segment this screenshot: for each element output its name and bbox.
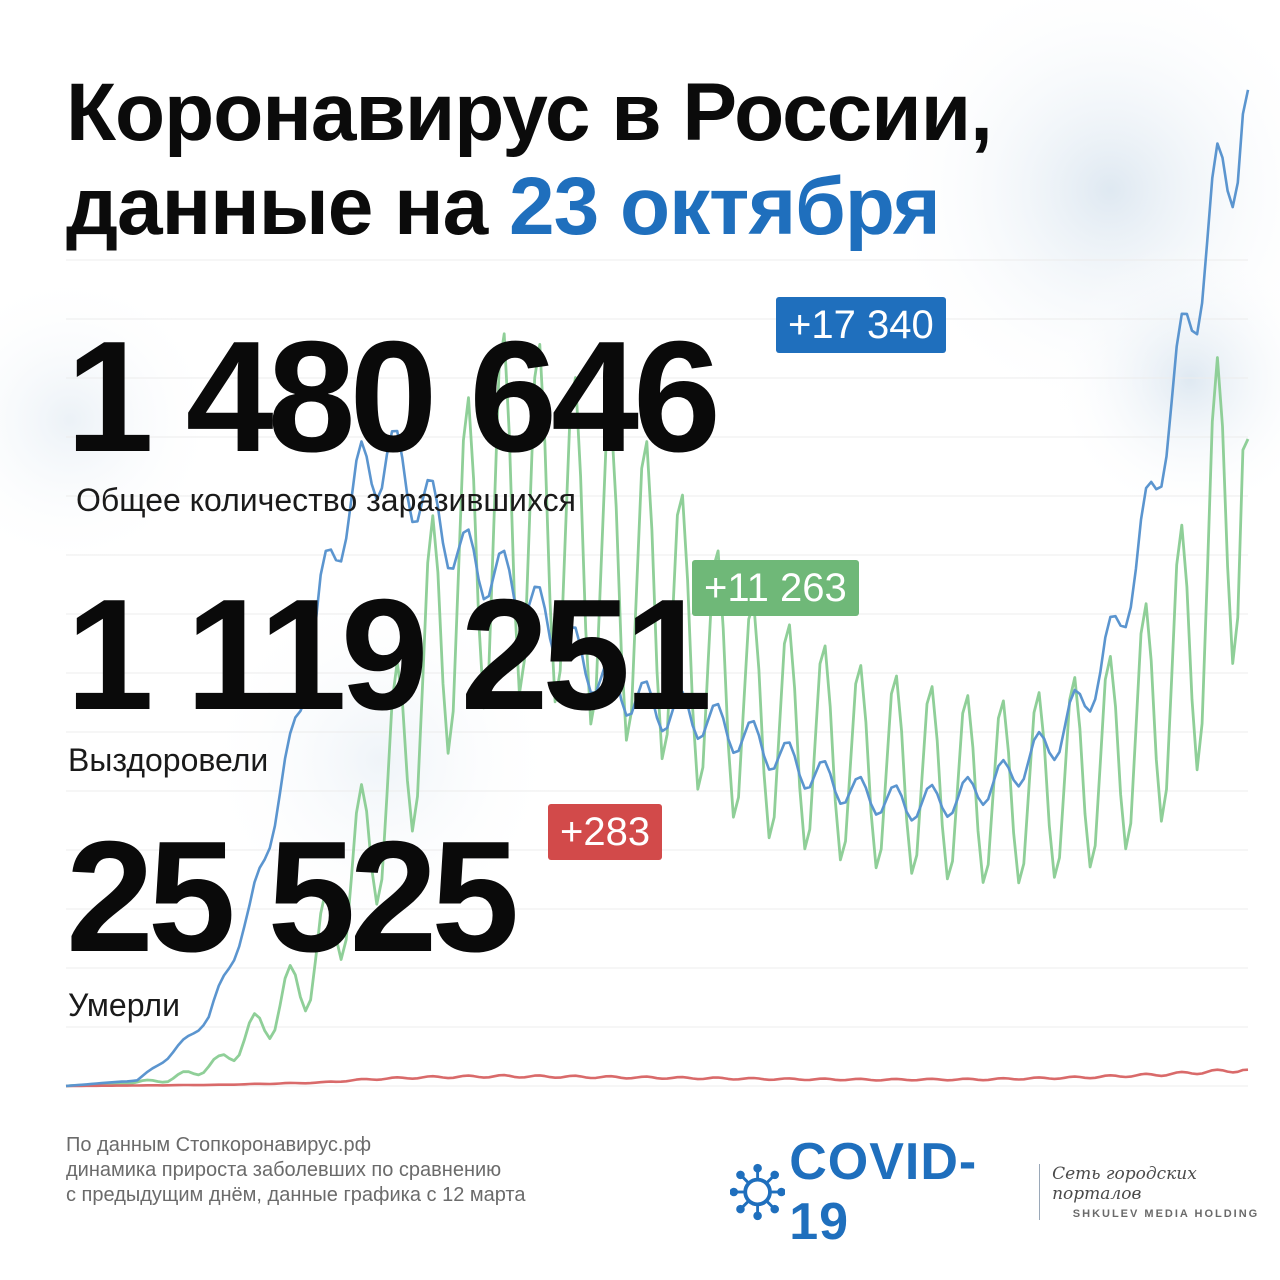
deaths-series-line [66, 1068, 1249, 1088]
recovered-delta-badge: +11 263 [692, 560, 859, 616]
chart-series [65, 89, 1250, 1088]
recovered-series-line [65, 332, 1250, 1088]
source-line3: с предыдущим днём, данные графика с 12 м… [66, 1184, 526, 1206]
logo-tagline: Сеть городских порталов [1052, 1164, 1197, 1204]
page-title: Коронавирус в России, данные на 23 октяб… [66, 66, 993, 254]
source-line1: По данным Стопкоронавирус.рф [66, 1134, 372, 1156]
infected-series-line [65, 89, 1250, 1088]
stat-deaths-label-wrap: Умерли [68, 985, 180, 1025]
stat-deaths: 25 525 [66, 809, 519, 985]
infected-label: Общее количество заразившихся [76, 482, 576, 518]
deaths-total: 25 525 [66, 809, 519, 985]
stat-infected-label-wrap: Общее количество заразившихся [76, 480, 576, 520]
logo-divider [1039, 1164, 1041, 1220]
title-line1: Коронавирус в России, [66, 67, 993, 158]
source-line2: динамика прироста заболевших по сравнени… [66, 1159, 502, 1181]
recovered-label: Выздоровели [68, 742, 269, 778]
logo-publisher: Сеть городских порталов SHKULEV MEDIA HO… [1052, 1164, 1280, 1220]
deaths-label: Умерли [68, 987, 180, 1023]
logo-holding: SHKULEV MEDIA HOLDING [1072, 1208, 1260, 1220]
logo-name: COVID-19 [789, 1133, 978, 1251]
title-date: 23 октября [509, 161, 941, 252]
infected-delta-badge: +17 340 [776, 297, 946, 353]
title-line2-prefix: данные на [66, 161, 510, 252]
stat-recovered: 1 119 251 [66, 567, 712, 743]
stat-recovered-label-wrap: Выздоровели [68, 740, 268, 780]
deaths-delta-badge: +283 [548, 804, 663, 860]
virus-icon [730, 1163, 786, 1221]
stat-infected: 1 480 646 [66, 309, 721, 485]
recovered-total: 1 119 251 [66, 567, 712, 743]
source-note: По данным Стопкоронавирус.рф динамика пр… [66, 1133, 526, 1208]
covid19-logo: COVID-19 Сеть городских порталов SHKULEV… [730, 1132, 1280, 1252]
infected-total: 1 480 646 [66, 309, 721, 485]
